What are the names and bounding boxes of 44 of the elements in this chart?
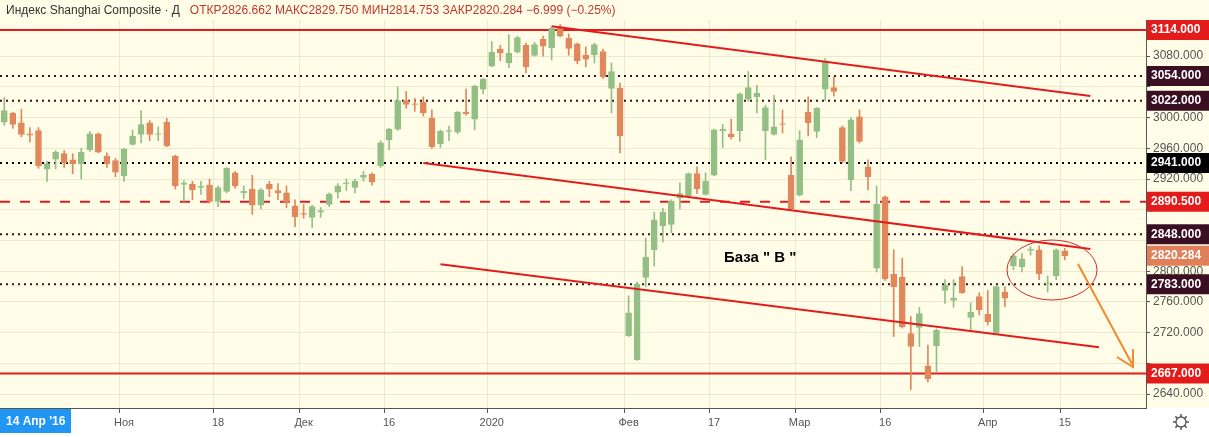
ref-line-label: 2941.000 [1151,155,1202,170]
ref-line-label: 2890.500 [1151,194,1202,209]
y-tick-label: 2640.000 [1153,386,1204,401]
ref-line-label: 2783.000 [1151,276,1202,291]
y-tick-label: 2760.000 [1153,294,1204,309]
x-tick-label: Фев [618,415,639,428]
candlestick [770,94,778,136]
text: 2820.284 [1151,247,1202,262]
chart-title: Индекс Shanghai Composite · Д [6,3,180,17]
chart-subtitle: ОТКР2826.662 МАКС2829.750 МИН2814.753 ЗАКР2820.284 −6.999 (−0.25%) [189,3,616,17]
candlestick [197,181,205,195]
x-tick-label: 15 [1058,415,1071,428]
candlestick [317,207,325,218]
x-tick-label: 2020 [479,415,504,428]
ref-line-label: 2848.000 [1151,226,1202,241]
y-tick-label: 2960.000 [1153,140,1204,155]
candlestick [26,127,34,143]
y-tick-label: 3080.000 [1153,48,1204,63]
x-tick-label: 18 [211,415,225,428]
ref-line-label: 2667.000 [1151,365,1202,380]
candlestick [890,249,898,337]
candlestick [402,91,410,109]
x-tick-label: Апр [978,415,998,428]
y-tick-label: 2720.000 [1153,325,1204,340]
y-tick-label: 2920.000 [1153,171,1204,186]
x-tick-label: 16 [383,415,396,428]
y-tick-label: 2800.000 [1153,263,1204,278]
candlestick [727,118,735,140]
x-tick-label: Мар [788,415,811,428]
candlestick [984,290,992,326]
annotation: База " В " [724,248,797,265]
x-tick-label: Ноя [113,415,135,428]
ref-line-label: 3054.000 [1151,68,1202,83]
candlestick [180,180,188,202]
candlestick [907,316,915,390]
y-tick-label: 3000.000 [1153,109,1204,124]
ref-line-label: 3114.000 [1151,22,1201,37]
ref-line-label: 3022.000 [1151,92,1202,107]
x-tick-label: 16 [879,415,892,428]
x-tick-label: Дек [294,415,313,428]
x-tick-label: 17 [707,415,721,428]
candlestick [274,183,282,201]
candlestick [967,302,975,330]
text: 14 Апр '16 [0,409,72,433]
